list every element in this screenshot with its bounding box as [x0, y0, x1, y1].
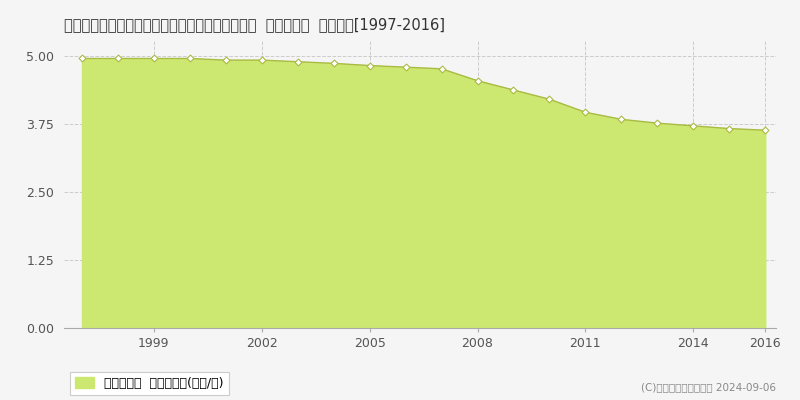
Text: 栃木県塩谷郡塩谷町大字大宮字大塚２５４９番７  基準地価格  地価推移[1997-2016]: 栃木県塩谷郡塩谷町大字大宮字大塚２５４９番７ 基準地価格 地価推移[1997-2… — [64, 17, 445, 32]
Text: (C)土地価格ドットコム 2024-09-06: (C)土地価格ドットコム 2024-09-06 — [641, 382, 776, 392]
Legend: 基準地価格  平均坪単価(万円/坪): 基準地価格 平均坪単価(万円/坪) — [70, 372, 229, 395]
